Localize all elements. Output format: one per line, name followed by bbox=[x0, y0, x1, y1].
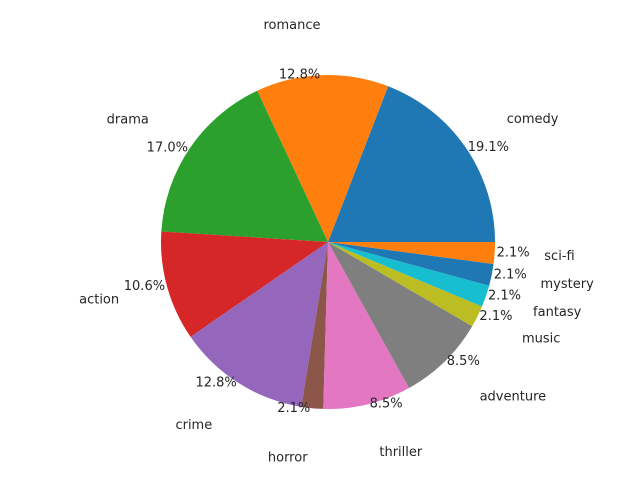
pct-label-sci-fi: 2.1% bbox=[497, 246, 530, 261]
pct-label-romance: 12.8% bbox=[279, 68, 320, 83]
slice-label-mystery: mystery bbox=[541, 277, 595, 292]
slice-label-thriller: thriller bbox=[379, 445, 423, 460]
pct-label-comedy: 19.1% bbox=[468, 140, 509, 155]
pct-label-action: 10.6% bbox=[124, 279, 165, 294]
slice-label-fantasy: fantasy bbox=[533, 305, 582, 320]
slice-label-romance: romance bbox=[263, 18, 320, 33]
pie-slice-music bbox=[328, 242, 483, 327]
slice-label-horror: horror bbox=[268, 450, 308, 465]
pie-slice-drama bbox=[161, 90, 328, 242]
pie-slices bbox=[161, 74, 496, 409]
pie-slice-horror bbox=[301, 242, 328, 409]
slice-label-comedy: comedy bbox=[507, 112, 559, 127]
pie-slice-thriller bbox=[323, 242, 410, 409]
pct-label-thriller: 8.5% bbox=[370, 397, 403, 412]
slice-label-action: action bbox=[79, 292, 119, 307]
pct-label-adventure: 8.5% bbox=[447, 354, 480, 369]
pct-label-mystery: 2.1% bbox=[494, 267, 527, 282]
slice-label-drama: drama bbox=[107, 112, 149, 127]
pie-labels: comedy 19.1% romance 12.8% drama 17.0% action 1… bbox=[79, 18, 594, 465]
slice-label-adventure: adventure bbox=[480, 389, 547, 404]
pie-slice-sci-fi bbox=[328, 242, 496, 265]
pie-slice-crime bbox=[190, 242, 328, 407]
pie-slice-adventure bbox=[328, 242, 473, 389]
slice-label-sci-fi: sci-fi bbox=[544, 249, 574, 264]
pct-label-music: 2.1% bbox=[479, 309, 512, 324]
pie-slice-mystery bbox=[328, 242, 494, 286]
pct-label-fantasy: 2.1% bbox=[488, 289, 521, 304]
pie-slice-fantasy bbox=[328, 242, 490, 307]
pie-slice-comedy bbox=[328, 86, 495, 243]
pie-slice-action bbox=[161, 231, 328, 337]
slice-label-crime: crime bbox=[175, 418, 212, 433]
pie-slice-romance bbox=[257, 74, 389, 242]
pct-label-horror: 2.1% bbox=[277, 401, 310, 416]
pct-label-drama: 17.0% bbox=[147, 140, 188, 155]
pct-label-crime: 12.8% bbox=[195, 376, 236, 391]
slice-label-music: music bbox=[522, 331, 560, 346]
